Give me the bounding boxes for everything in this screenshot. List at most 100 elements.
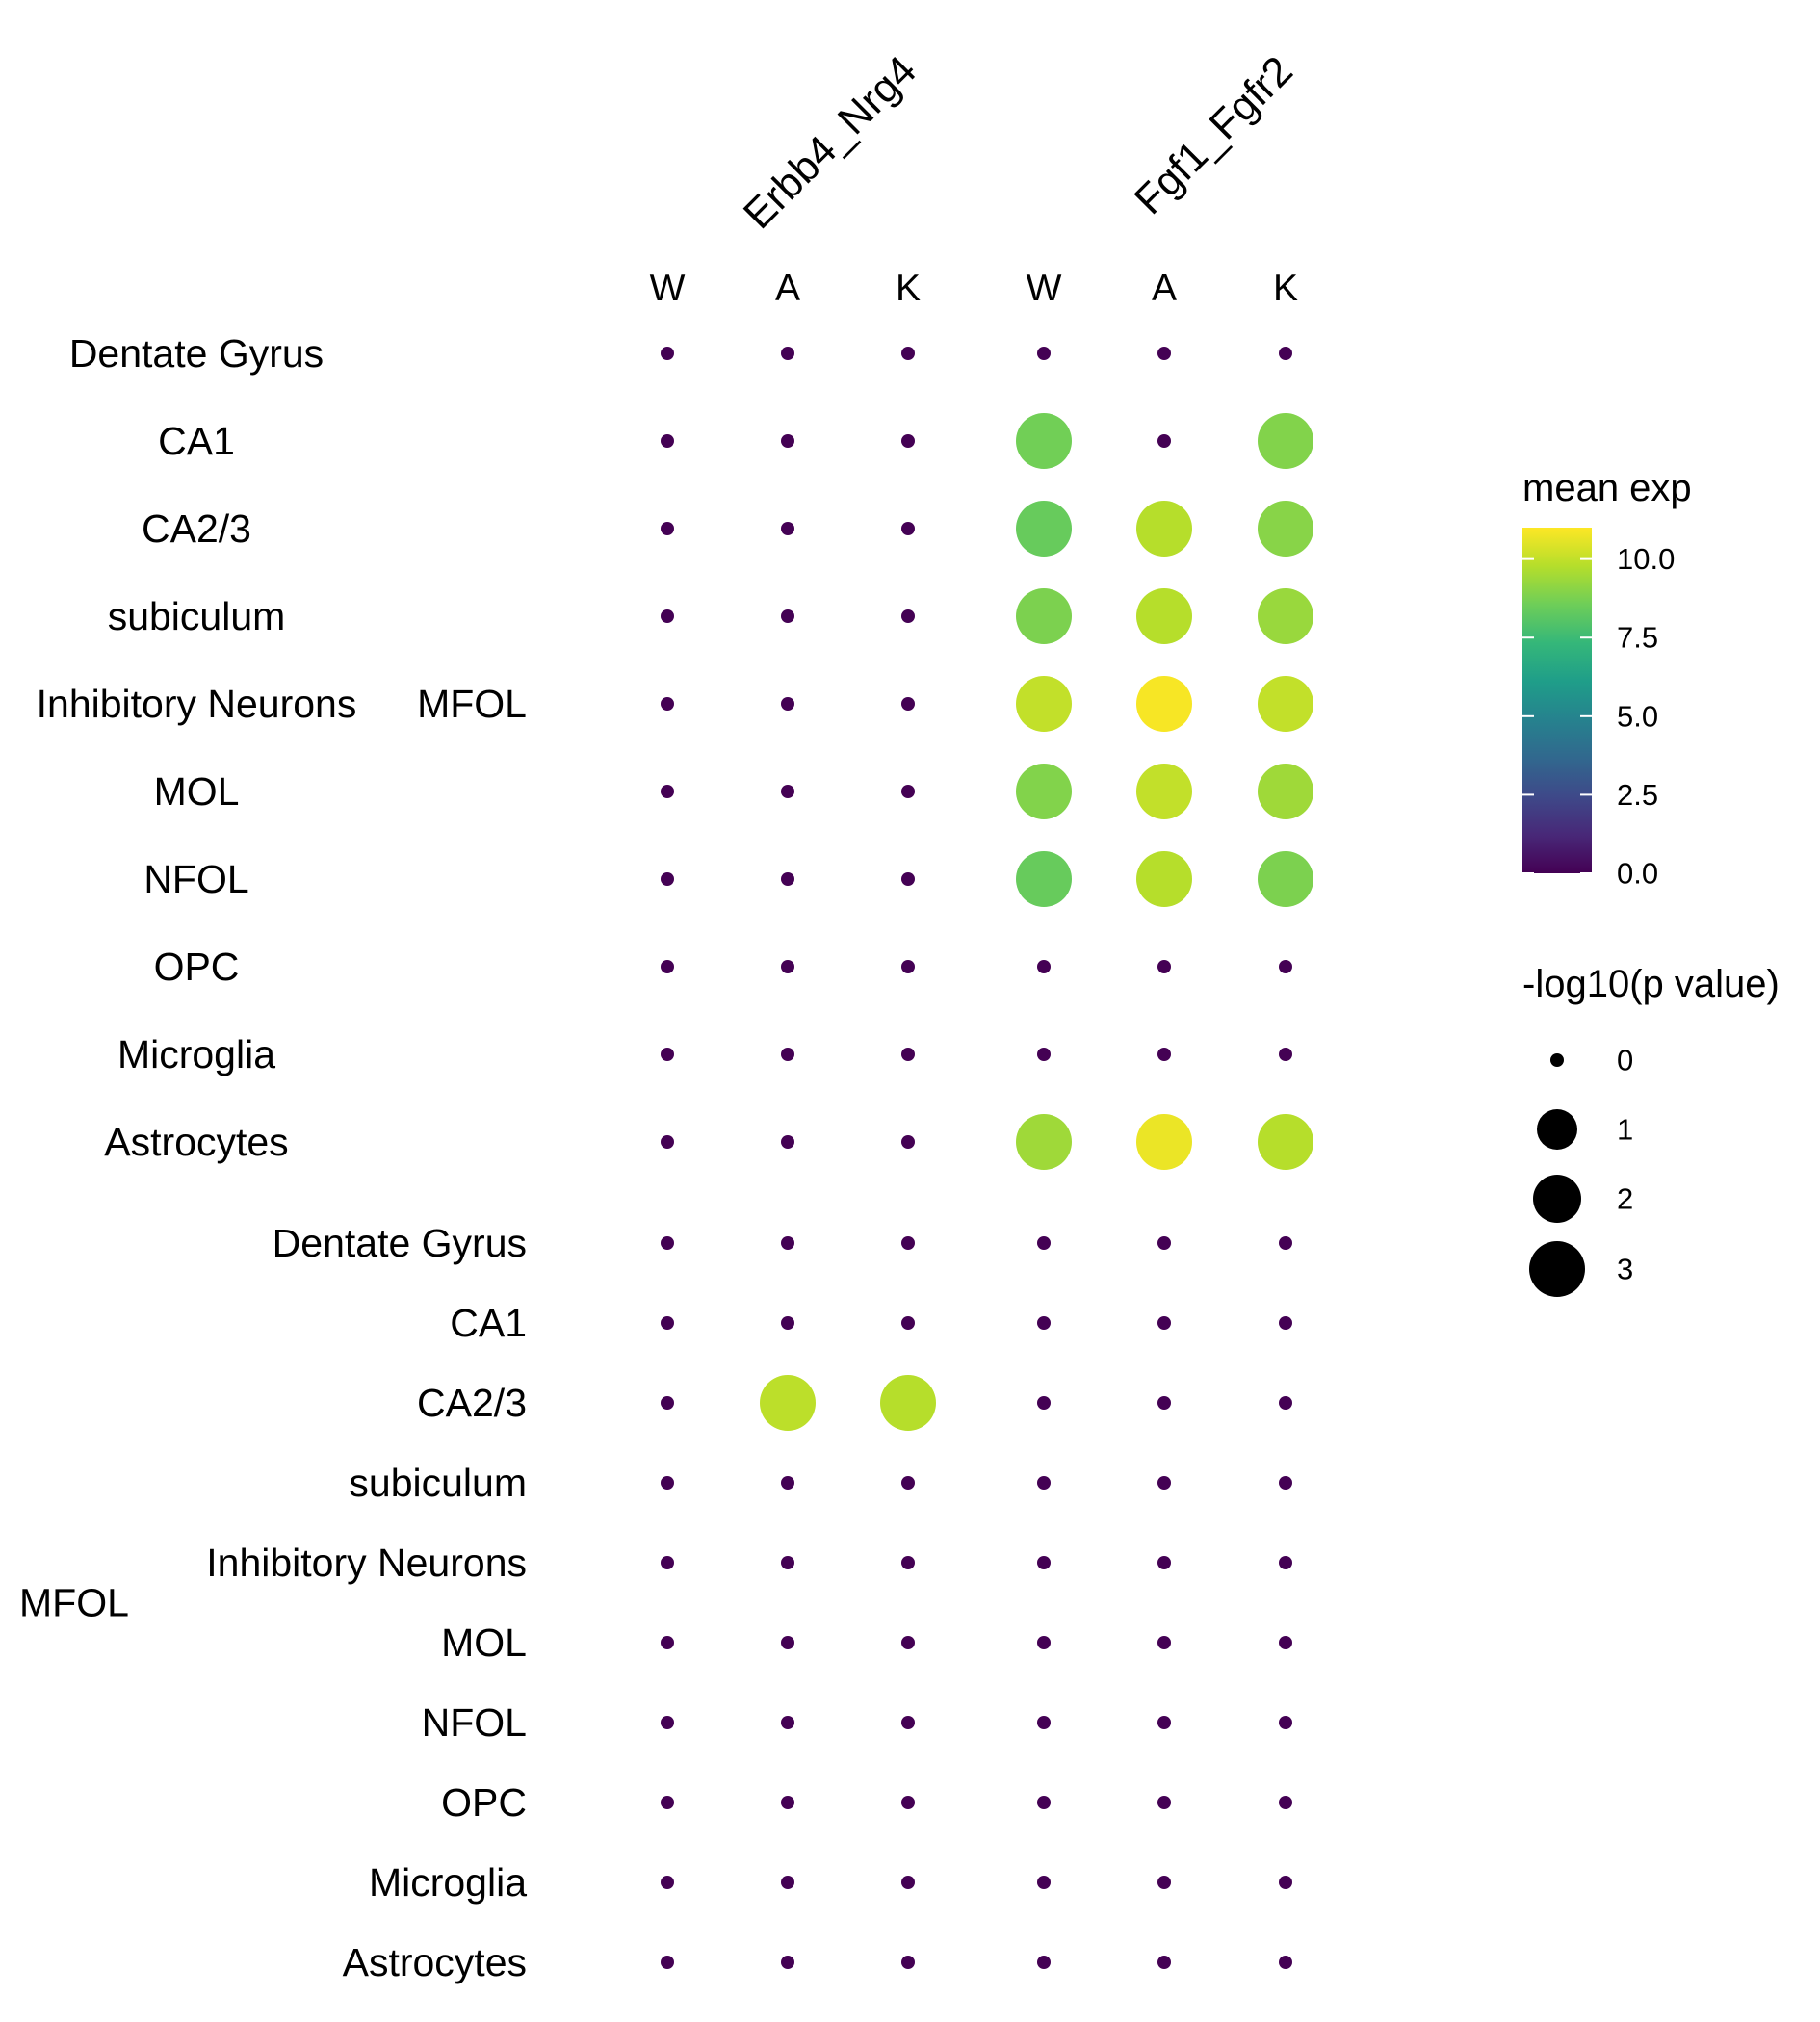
dot: [1279, 1556, 1292, 1569]
dot: [901, 872, 915, 886]
row-label: OPC: [441, 1780, 527, 1825]
dot: [781, 1236, 794, 1250]
row-label: NFOL: [143, 857, 248, 901]
dot: [1157, 1048, 1171, 1061]
size-legend-dot: [1533, 1175, 1581, 1223]
dot: [1037, 960, 1051, 973]
dot: [1279, 1636, 1292, 1649]
condition-label: A: [775, 268, 800, 309]
dot: [1157, 1396, 1171, 1410]
size-legend-label: 2: [1617, 1182, 1633, 1216]
dot: [1016, 851, 1072, 907]
dot: [1037, 1636, 1051, 1649]
dot: [1037, 1316, 1051, 1330]
dot: [1157, 1556, 1171, 1569]
dot: [661, 1048, 674, 1061]
dot: [661, 434, 674, 448]
dot: [781, 1135, 794, 1149]
row-label: Dentate Gyrus: [69, 331, 324, 376]
dot: [1157, 960, 1171, 973]
dot: [781, 522, 794, 535]
dot: [1037, 1956, 1051, 1969]
dot: [901, 697, 915, 711]
dot: [661, 960, 674, 973]
dot: [1279, 1956, 1292, 1969]
dot: [781, 1556, 794, 1569]
dot: [781, 609, 794, 623]
row-labels: Dentate Gyrus CA1 CA2/3 subiculum Inhibitory…: [37, 331, 528, 1984]
dot: [1037, 1476, 1051, 1490]
row-label: OPC: [154, 945, 240, 989]
size-legend-label: 0: [1617, 1044, 1633, 1077]
dot: [1037, 1048, 1051, 1061]
row-label: Inhibitory Neurons: [37, 682, 357, 726]
condition-label: K: [1273, 268, 1298, 309]
dots: [661, 347, 1313, 1969]
dot: [901, 1236, 915, 1250]
row-label: MOL: [154, 769, 240, 814]
row-label: Inhibitory Neurons: [206, 1541, 527, 1585]
dot: [1157, 1796, 1171, 1809]
row-label: Dentate Gyrus: [273, 1221, 527, 1265]
dot: [781, 697, 794, 711]
dot: [901, 1956, 915, 1969]
row-label: CA2/3: [142, 506, 251, 551]
color-legend-title: mean exp: [1522, 467, 1692, 509]
dot: [661, 1556, 674, 1569]
dot: [901, 522, 915, 535]
size-legend-label: 1: [1617, 1113, 1633, 1147]
row-label: CA2/3: [417, 1381, 527, 1425]
dot: [1157, 347, 1171, 360]
dot: [781, 1796, 794, 1809]
dot: [1157, 1636, 1171, 1649]
dot: [1037, 347, 1051, 360]
dot: [1279, 1048, 1292, 1061]
pair-labels: Erbb4_Nrg4 Fgf1_Fgfr2: [735, 47, 1302, 238]
dot: [1157, 1236, 1171, 1250]
dot: [1037, 1396, 1051, 1410]
dot: [901, 785, 915, 798]
row-label: MOL: [441, 1620, 527, 1665]
dot: [781, 434, 794, 448]
row-label: NFOL: [422, 1700, 527, 1745]
row-label: subiculum: [349, 1461, 527, 1505]
dot: [1037, 1236, 1051, 1250]
dot: [1279, 1316, 1292, 1330]
dot: [901, 434, 915, 448]
pair-label: Fgf1_Fgfr2: [1126, 47, 1302, 223]
dot: [1136, 851, 1192, 907]
row-label: subiculum: [108, 594, 286, 638]
dot: [1279, 1396, 1292, 1410]
group-label: MFOL: [417, 682, 527, 726]
dot: [1016, 413, 1072, 469]
dot: [661, 1956, 674, 1969]
dot: [1136, 501, 1192, 557]
row-label: CA1: [450, 1301, 527, 1345]
dot: [1258, 764, 1313, 819]
dot: [661, 1396, 674, 1410]
color-tick-label: 5.0: [1617, 699, 1658, 733]
dot: [901, 347, 915, 360]
dot: [1279, 960, 1292, 973]
dot: [1258, 1114, 1313, 1170]
dot: [901, 1556, 915, 1569]
color-tick-label: 0.0: [1617, 857, 1658, 891]
dot: [661, 347, 674, 360]
dot: [880, 1375, 936, 1431]
size-legend-label: 3: [1617, 1253, 1633, 1286]
dot: [760, 1375, 816, 1431]
dot: [1258, 588, 1313, 644]
size-legend-dot: [1529, 1241, 1585, 1297]
dot: [1136, 676, 1192, 732]
dot: [781, 785, 794, 798]
dot: [781, 1876, 794, 1889]
dot: [1157, 1876, 1171, 1889]
dot: [1037, 1876, 1051, 1889]
dot: [661, 522, 674, 535]
dot: [1157, 434, 1171, 448]
dot: [661, 697, 674, 711]
row-label: Microglia: [369, 1860, 527, 1905]
dot: [1016, 1114, 1072, 1170]
dot: [1016, 676, 1072, 732]
